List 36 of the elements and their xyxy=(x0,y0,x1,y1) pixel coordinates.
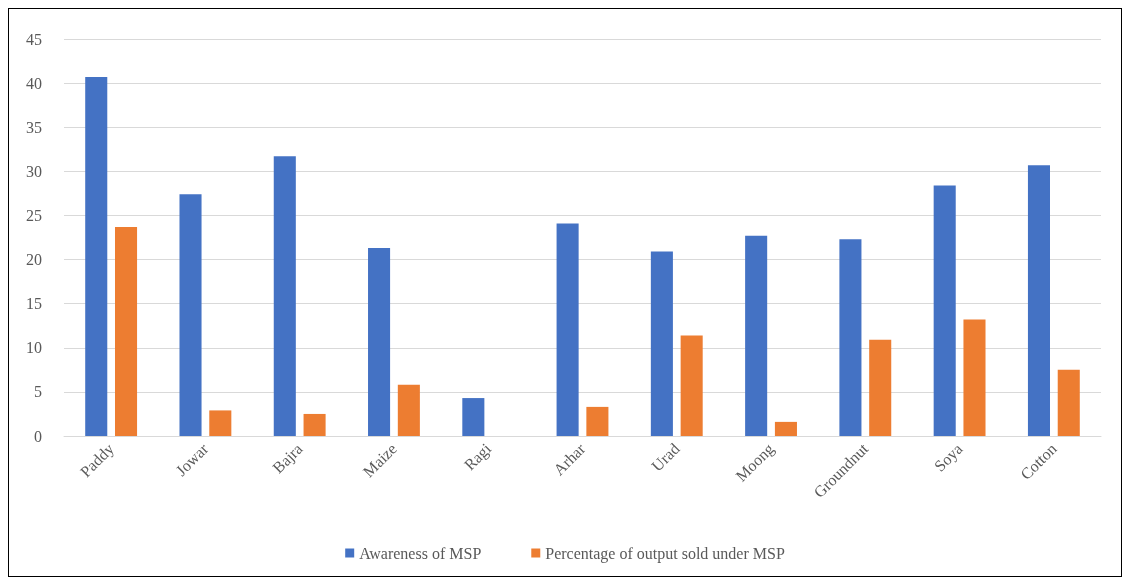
bar xyxy=(869,339,892,436)
y-tick-label: 40 xyxy=(26,74,42,92)
bar xyxy=(1027,165,1050,436)
bar xyxy=(963,319,986,436)
bar xyxy=(368,248,391,436)
bar xyxy=(397,384,420,436)
bar xyxy=(586,406,609,436)
y-tick-label: 5 xyxy=(34,383,42,401)
bar xyxy=(85,76,108,436)
y-tick-label: 45 xyxy=(26,30,42,48)
y-tick-label: 15 xyxy=(26,295,42,313)
bar xyxy=(115,226,138,436)
bar xyxy=(680,335,703,436)
x-tick-label: Soya xyxy=(930,439,967,476)
legend-label: Percentage of output sold under MSP xyxy=(545,544,785,563)
bar xyxy=(1057,369,1080,436)
bar xyxy=(774,421,797,436)
x-tick-label: Ragi xyxy=(460,439,496,475)
bar xyxy=(556,223,579,436)
y-tick-label: 20 xyxy=(26,251,42,269)
bar xyxy=(933,185,956,436)
y-tick-label: 10 xyxy=(26,339,42,357)
bar xyxy=(839,239,862,436)
bar xyxy=(209,410,232,436)
y-tick-label: 25 xyxy=(26,206,42,224)
y-tick-label: 30 xyxy=(26,162,42,180)
bar xyxy=(462,398,485,436)
bar xyxy=(303,413,326,436)
y-tick-label: 0 xyxy=(34,427,42,445)
bar xyxy=(273,156,296,436)
y-tick-label: 35 xyxy=(26,118,42,136)
x-tick-label: Urad xyxy=(648,439,683,475)
bar xyxy=(179,194,202,436)
legend-label: Awareness of MSP xyxy=(359,544,482,562)
bar xyxy=(745,235,768,436)
bar xyxy=(650,251,673,436)
